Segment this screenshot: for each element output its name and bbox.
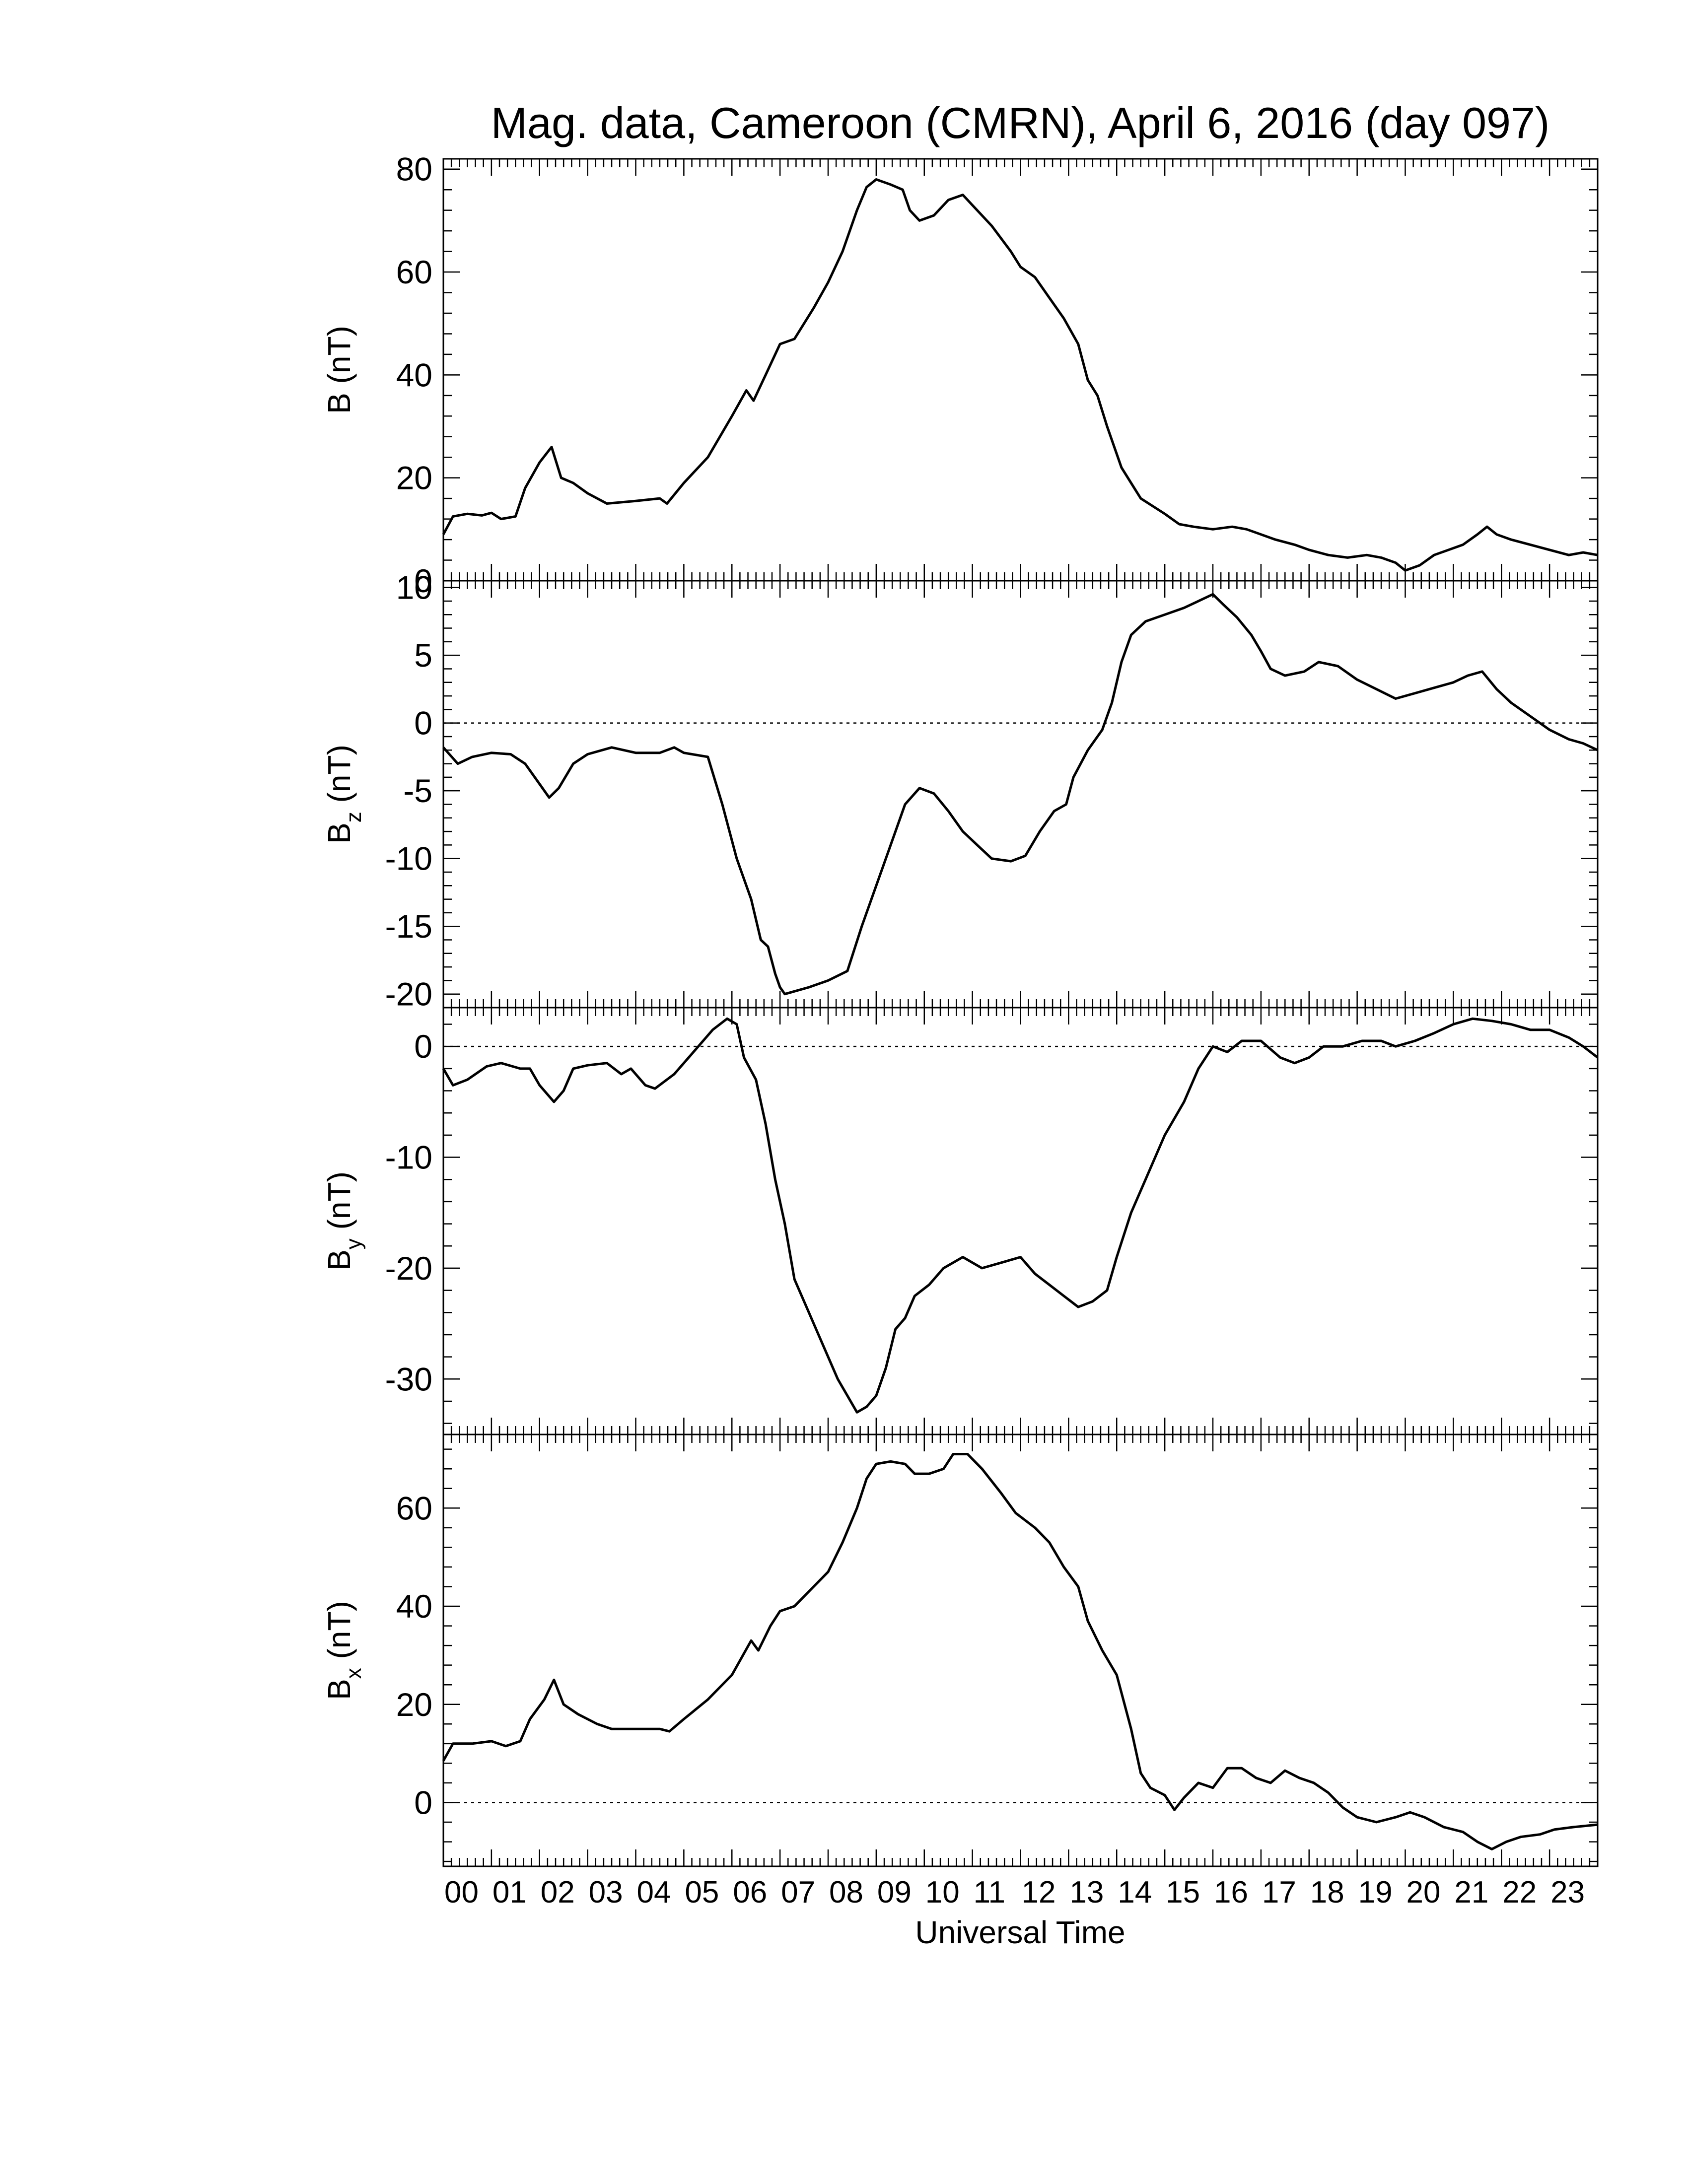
x-tick-label: 22	[1502, 1875, 1537, 1910]
x-tick-label: 09	[877, 1875, 912, 1910]
y-tick-label: 60	[396, 254, 432, 290]
x-tick-label: 18	[1310, 1875, 1344, 1910]
panel-b: 0 20 40 60 80 B (nT)	[321, 151, 1599, 599]
x-tick-label: 13	[1069, 1875, 1104, 1910]
panel-frame	[442, 158, 1599, 582]
series-line-b	[442, 178, 1598, 572]
x-tick-label: 03	[589, 1875, 623, 1910]
y-tick-label: -30	[385, 1361, 432, 1397]
x-axis-label: Universal Time	[915, 1914, 1125, 1950]
y-axis-label: B (nT)	[321, 326, 357, 414]
x-tick-label: 19	[1358, 1875, 1393, 1910]
y-tick-label: 60	[396, 1490, 432, 1526]
y-tick-label: -20	[385, 976, 432, 1013]
y-tick-label: 10	[396, 569, 432, 606]
y-tick-label: 80	[396, 151, 432, 188]
y-axis-label: Bz (nT)	[321, 745, 366, 844]
y-tick-label: 0	[414, 1784, 432, 1821]
chart-title: Mag. data, Cameroon (CMRN), April 6, 201…	[491, 98, 1550, 147]
x-tick-label: 05	[685, 1875, 719, 1910]
y-tick-label: -5	[403, 772, 432, 809]
panel-bz: -20 -15 -10 -5 0 5 10 Bz (nT)	[321, 569, 1599, 1013]
y-tick-label: -10	[385, 840, 432, 877]
series-line-bz	[442, 593, 1599, 996]
y-tick-label: 0	[414, 562, 432, 599]
y-tick-label: 40	[396, 1588, 432, 1625]
y-axis-label: By (nT)	[321, 1171, 366, 1271]
x-tick-label: 15	[1166, 1875, 1200, 1910]
panel-bx: 0 20 40 60 Bx (nT)	[321, 1433, 1599, 1867]
x-tick-label: 16	[1214, 1875, 1248, 1910]
panel-by: -30 -20 -10 0 By (nT)	[321, 1007, 1599, 1435]
y-tick-label: 0	[414, 1028, 432, 1065]
y-axis-label: Bx (nT)	[321, 1601, 366, 1700]
x-tick-labels: 00 01 02 03 04 05 06 07 08 09 10 11 12 13 14 15 16 17 18 19…	[444, 1875, 1585, 1910]
x-tick-label: 08	[829, 1875, 863, 1910]
x-tick-label: 12	[1022, 1875, 1056, 1910]
panel-frame	[442, 1433, 1599, 1867]
y-tick-label: 0	[414, 705, 432, 742]
y-tick-label: 20	[396, 460, 432, 496]
x-tick-label: 14	[1118, 1875, 1152, 1910]
x-tick-label: 21	[1454, 1875, 1488, 1910]
x-tick-label: 11	[974, 1875, 1005, 1910]
x-tick-label: 20	[1407, 1875, 1441, 1910]
x-tick-label: 04	[637, 1875, 671, 1910]
x-tick-label: 06	[733, 1875, 767, 1910]
x-tick-label: 07	[781, 1875, 815, 1910]
x-tick-label: 17	[1262, 1875, 1296, 1910]
x-tick-label: 00	[444, 1875, 479, 1910]
y-tick-label: -15	[385, 908, 432, 945]
y-tick-label: -10	[385, 1139, 432, 1176]
x-tick-label: 01	[492, 1875, 527, 1910]
series-line-bx	[442, 1453, 1598, 1850]
panels: 0 20 40 60 80 B (nT) -20 -15 -10 -5 0 5 10 Bz (nT) -30…	[321, 151, 1599, 1867]
x-tick-label: 23	[1550, 1875, 1585, 1910]
x-tick-label: 02	[541, 1875, 575, 1910]
series-line-by	[442, 1017, 1599, 1414]
panel-frame	[442, 580, 1599, 1009]
y-tick-label: 5	[414, 637, 432, 674]
x-tick-label: 10	[925, 1875, 960, 1910]
y-tick-label: 20	[396, 1686, 432, 1723]
y-tick-label: 40	[396, 356, 432, 393]
y-tick-label: -20	[385, 1250, 432, 1287]
